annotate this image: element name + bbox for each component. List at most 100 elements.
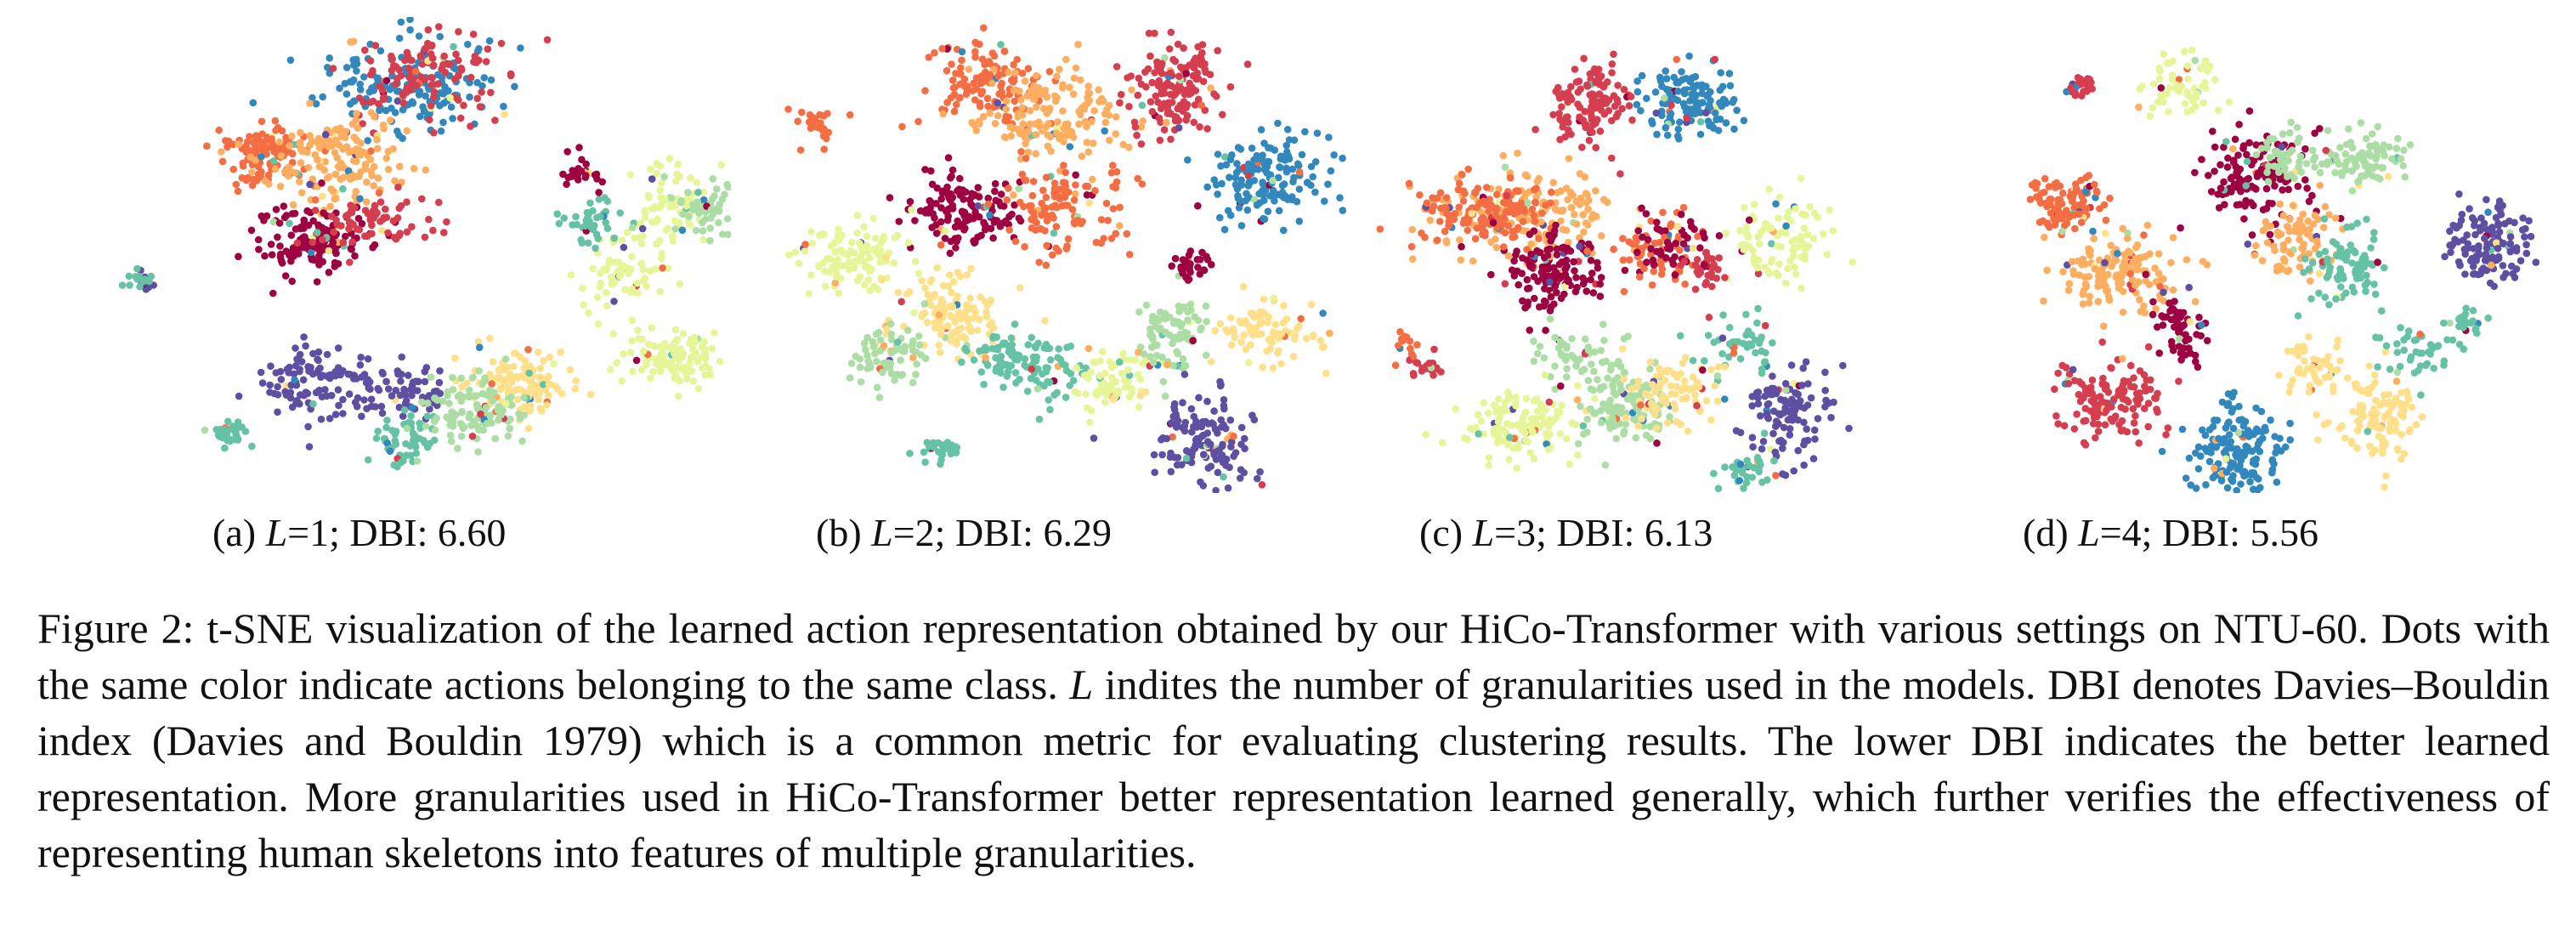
tsne-point	[1730, 471, 1739, 479]
tsne-point	[1761, 263, 1769, 271]
tsne-point	[1016, 87, 1023, 95]
tsne-point	[321, 131, 330, 139]
tsne-point	[937, 204, 945, 212]
tsne-point	[229, 140, 237, 149]
tsne-point	[1226, 314, 1235, 322]
tsne-point	[1167, 28, 1175, 37]
tsne-point	[1142, 83, 1150, 91]
tsne-point	[1010, 60, 1017, 69]
tsne-point	[943, 66, 951, 75]
tsne-point	[281, 272, 290, 280]
tsne-point	[980, 73, 988, 81]
tsne-panel-b	[739, 17, 1351, 493]
tsne-point	[1699, 366, 1707, 374]
tsne-point	[868, 266, 875, 274]
tsne-point	[304, 163, 313, 172]
tsne-point	[1045, 120, 1052, 128]
tsne-point	[1651, 88, 1660, 96]
tsne-point	[371, 42, 380, 49]
tsne-point	[649, 367, 657, 376]
tsne-point	[671, 370, 679, 378]
tsne-point	[887, 330, 896, 338]
tsne-point	[652, 218, 660, 226]
tsne-point	[297, 358, 306, 366]
tsne-point	[487, 76, 495, 84]
tsne-point	[1796, 397, 1804, 405]
tsne-point	[1642, 210, 1650, 218]
tsne-point	[1649, 404, 1656, 412]
tsne-point	[1718, 334, 1727, 343]
tsne-point	[1638, 415, 1645, 422]
tsne-point	[1053, 123, 1061, 132]
tsne-point	[1064, 235, 1073, 243]
tsne-point	[664, 224, 672, 233]
tsne-point	[801, 241, 809, 248]
tsne-point	[1256, 199, 1264, 207]
tsne-point	[1028, 215, 1035, 224]
tsne-point	[1546, 315, 1554, 323]
tsne-point	[422, 92, 430, 100]
tsne-point	[1544, 445, 1553, 454]
tsne-point	[586, 390, 595, 399]
tsne-point	[1810, 209, 1819, 218]
tsne-point	[647, 374, 654, 383]
tsne-point	[1756, 240, 1764, 248]
tsne-point	[954, 269, 962, 276]
tsne-point	[592, 244, 599, 252]
tsne-point	[995, 71, 1003, 79]
tsne-point	[1568, 335, 1576, 343]
tsne-point	[1199, 451, 1208, 458]
tsne-point	[1109, 395, 1118, 404]
tsne-scatter-c	[1376, 50, 1856, 492]
tsne-point	[665, 155, 674, 162]
tsne-point	[1102, 199, 1111, 207]
tsne-point	[248, 442, 256, 451]
tsne-point	[1693, 401, 1701, 410]
tsne-point	[1190, 63, 1197, 71]
tsne-point	[373, 75, 382, 82]
tsne-point	[949, 278, 958, 286]
tsne-point	[536, 373, 545, 381]
tsne-point	[1512, 402, 1520, 410]
tsne-point	[277, 257, 286, 264]
tsne-point	[1673, 79, 1680, 87]
tsne-point	[666, 203, 674, 211]
tsne-point	[391, 430, 399, 439]
tsne-point	[1005, 184, 1012, 192]
tsne-point	[1555, 408, 1564, 417]
tsne-point	[1303, 179, 1311, 187]
tsne-point	[1182, 104, 1190, 111]
tsne-point	[1574, 451, 1582, 459]
tsne-point	[306, 180, 314, 189]
tsne-point	[1194, 95, 1203, 104]
tsne-point	[1015, 184, 1022, 193]
tsne-point	[1282, 141, 1291, 150]
tsne-point	[1527, 250, 1535, 258]
tsne-point	[1594, 258, 1601, 267]
tsne-point	[988, 344, 996, 353]
tsne-point	[1480, 399, 1487, 407]
tsne-point	[569, 167, 576, 174]
tsne-point	[1829, 227, 1837, 235]
tsne-point	[487, 88, 495, 97]
tsne-point	[1708, 255, 1717, 263]
tsne-point	[1203, 318, 1210, 326]
tsne-point	[1139, 360, 1146, 367]
tsne-point	[1201, 60, 1209, 68]
tsne-point	[1307, 162, 1316, 171]
tsne-point	[1018, 170, 1027, 179]
tsne-point	[1274, 119, 1282, 128]
tsne-point	[1237, 423, 1246, 432]
tsne-point	[340, 173, 348, 181]
tsne-point	[1409, 370, 1418, 377]
tsne-point	[1547, 188, 1555, 196]
tsne-point	[671, 217, 679, 225]
tsne-point	[1167, 69, 1175, 77]
tsne-point	[1116, 203, 1124, 212]
tsne-point	[1662, 75, 1671, 82]
tsne-point	[418, 60, 427, 68]
tsne-point	[1576, 104, 1584, 111]
tsne-point	[1790, 252, 1798, 260]
tsne-point	[1811, 435, 1819, 443]
tsne-point	[1735, 477, 1743, 485]
